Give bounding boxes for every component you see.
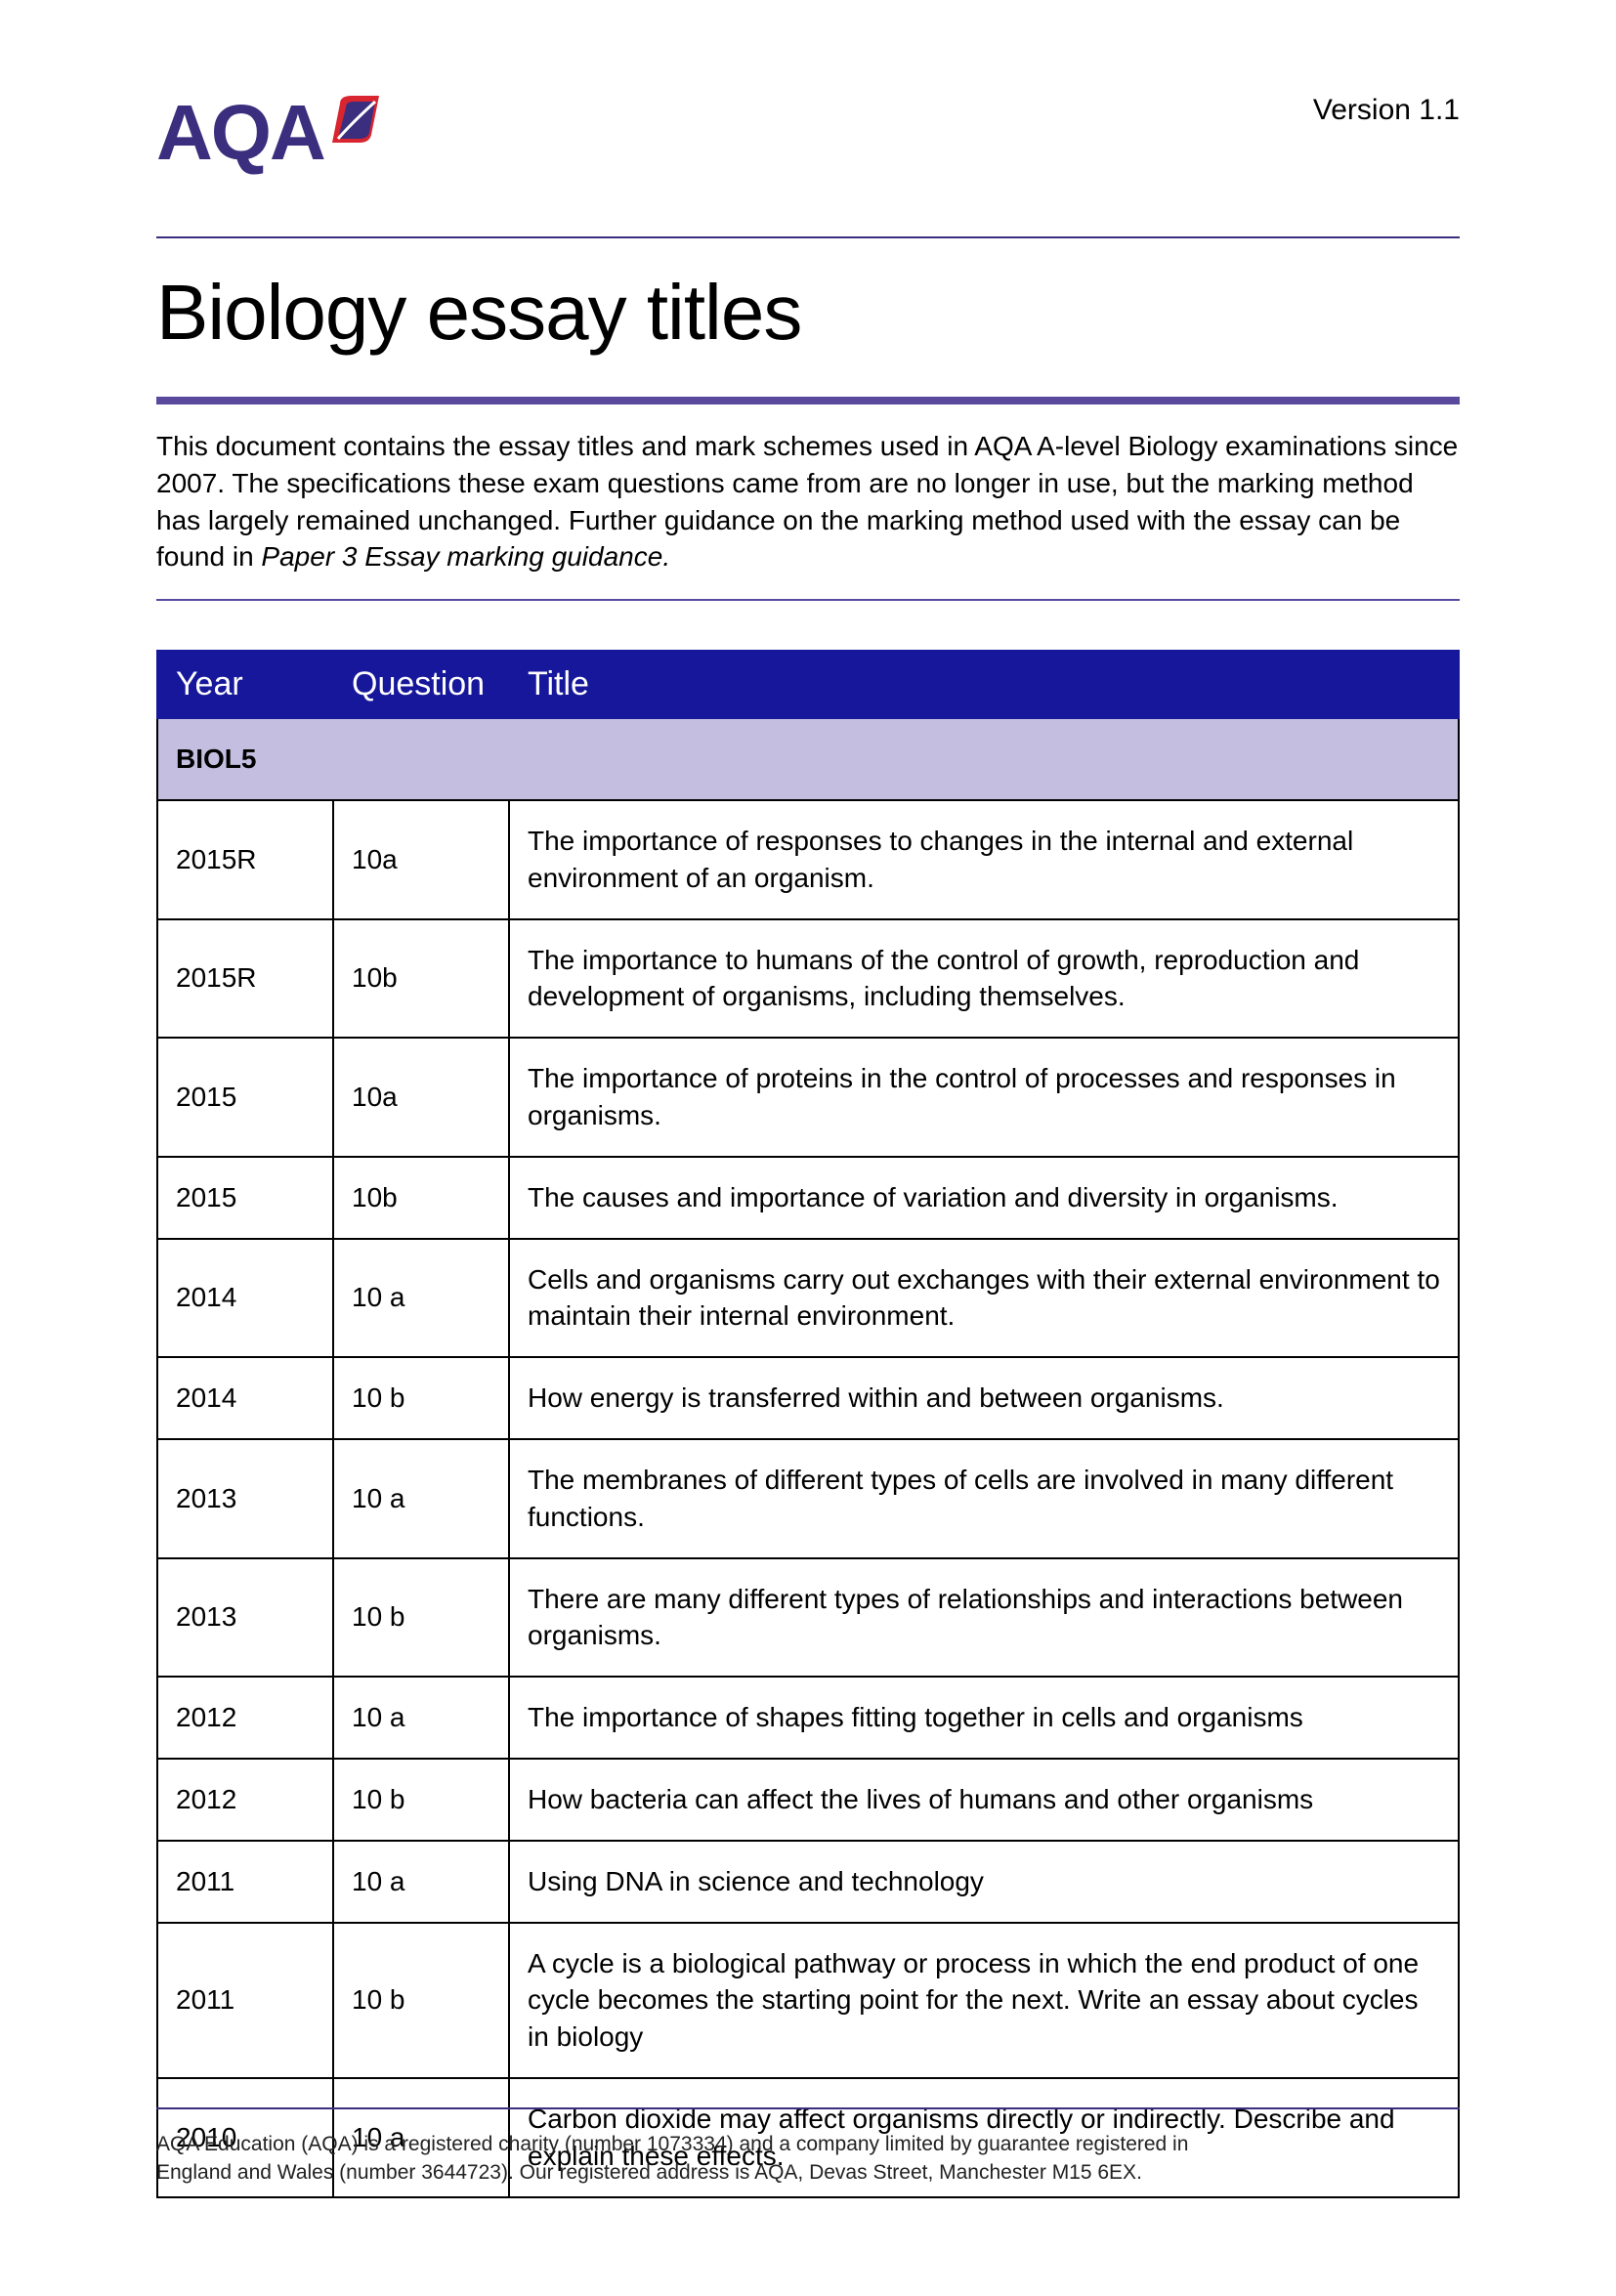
cell-question: 10 b [333, 1357, 509, 1439]
cell-year: 2015R [157, 919, 333, 1039]
col-header-year: Year [157, 651, 333, 718]
section-row: BIOL5 [157, 718, 1459, 800]
page-title: Biology essay titles [156, 238, 1460, 397]
cell-question: 10 b [333, 1558, 509, 1678]
section-label: BIOL5 [157, 718, 1459, 800]
divider-below-intro [156, 599, 1460, 601]
col-header-question: Question [333, 651, 509, 718]
table-row: 201210 bHow bacteria can affect the live… [157, 1759, 1459, 1841]
cell-year: 2014 [157, 1357, 333, 1439]
intro-paragraph: This document contains the essay titles … [156, 404, 1460, 599]
cell-year: 2012 [157, 1677, 333, 1759]
table-row: 201310 aThe membranes of different types… [157, 1439, 1459, 1558]
cell-year: 2011 [157, 1841, 333, 1923]
cell-year: 2014 [157, 1239, 333, 1358]
cell-title: The importance of responses to changes i… [509, 800, 1459, 919]
intro-italic: Paper 3 Essay marking guidance. [261, 541, 670, 572]
cell-title: The membranes of different types of cell… [509, 1439, 1459, 1558]
cell-question: 10 b [333, 1759, 509, 1841]
footer-line-2: England and Wales (number 3644723). Our … [156, 2159, 1460, 2187]
cell-title: There are many different types of relati… [509, 1558, 1459, 1678]
table-row: 2015R10aThe importance of responses to c… [157, 800, 1459, 919]
table-row: 201310 bThere are many different types o… [157, 1558, 1459, 1678]
logo-text: AQA [156, 88, 324, 178]
table-row: 201410 aCells and organisms carry out ex… [157, 1239, 1459, 1358]
cell-title: How bacteria can affect the lives of hum… [509, 1759, 1459, 1841]
cell-title: The causes and importance of variation a… [509, 1157, 1459, 1239]
version-label: Version 1.1 [1313, 94, 1460, 127]
cell-question: 10b [333, 919, 509, 1039]
header: AQA Version 1.1 [156, 88, 1460, 178]
cell-question: 10 a [333, 1239, 509, 1358]
cell-question: 10 a [333, 1677, 509, 1759]
cell-year: 2015 [157, 1038, 333, 1157]
cell-question: 10 a [333, 1439, 509, 1558]
cell-title: How energy is transferred within and bet… [509, 1357, 1459, 1439]
cell-year: 2015R [157, 800, 333, 919]
table-row: 201210 aThe importance of shapes fitting… [157, 1677, 1459, 1759]
cell-title: A cycle is a biological pathway or proce… [509, 1923, 1459, 2078]
table-header-row: Year Question Title [157, 651, 1459, 718]
cell-title: Cells and organisms carry out exchanges … [509, 1239, 1459, 1358]
cell-year: 2015 [157, 1157, 333, 1239]
aqa-logo: AQA [156, 88, 391, 178]
cell-question: 10a [333, 1038, 509, 1157]
cell-year: 2013 [157, 1439, 333, 1558]
logo-mark-icon [332, 96, 391, 155]
table-row: 201510bThe causes and importance of vari… [157, 1157, 1459, 1239]
table-row: 201410 bHow energy is transferred within… [157, 1357, 1459, 1439]
divider-thick [156, 397, 1460, 404]
cell-title: Using DNA in science and technology [509, 1841, 1459, 1923]
col-header-title: Title [509, 651, 1459, 718]
cell-year: 2011 [157, 1923, 333, 2078]
cell-title: The importance of shapes fitting togethe… [509, 1677, 1459, 1759]
table-row: 2015R10bThe importance to humans of the … [157, 919, 1459, 1039]
table-row: 201110 bA cycle is a biological pathway … [157, 1923, 1459, 2078]
cell-year: 2012 [157, 1759, 333, 1841]
footer-line-1: AQA Education (AQA) is a registered char… [156, 2131, 1460, 2158]
cell-question: 10 a [333, 1841, 509, 1923]
essay-table: Year Question Title BIOL5 2015R10aThe im… [156, 650, 1460, 2197]
cell-title: The importance to humans of the control … [509, 919, 1459, 1039]
cell-question: 10 b [333, 1923, 509, 2078]
table-row: 201510aThe importance of proteins in the… [157, 1038, 1459, 1157]
footer: AQA Education (AQA) is a registered char… [156, 2107, 1460, 2187]
cell-title: The importance of proteins in the contro… [509, 1038, 1459, 1157]
cell-question: 10b [333, 1157, 509, 1239]
cell-question: 10a [333, 800, 509, 919]
table-row: 201110 aUsing DNA in science and technol… [157, 1841, 1459, 1923]
cell-year: 2013 [157, 1558, 333, 1678]
